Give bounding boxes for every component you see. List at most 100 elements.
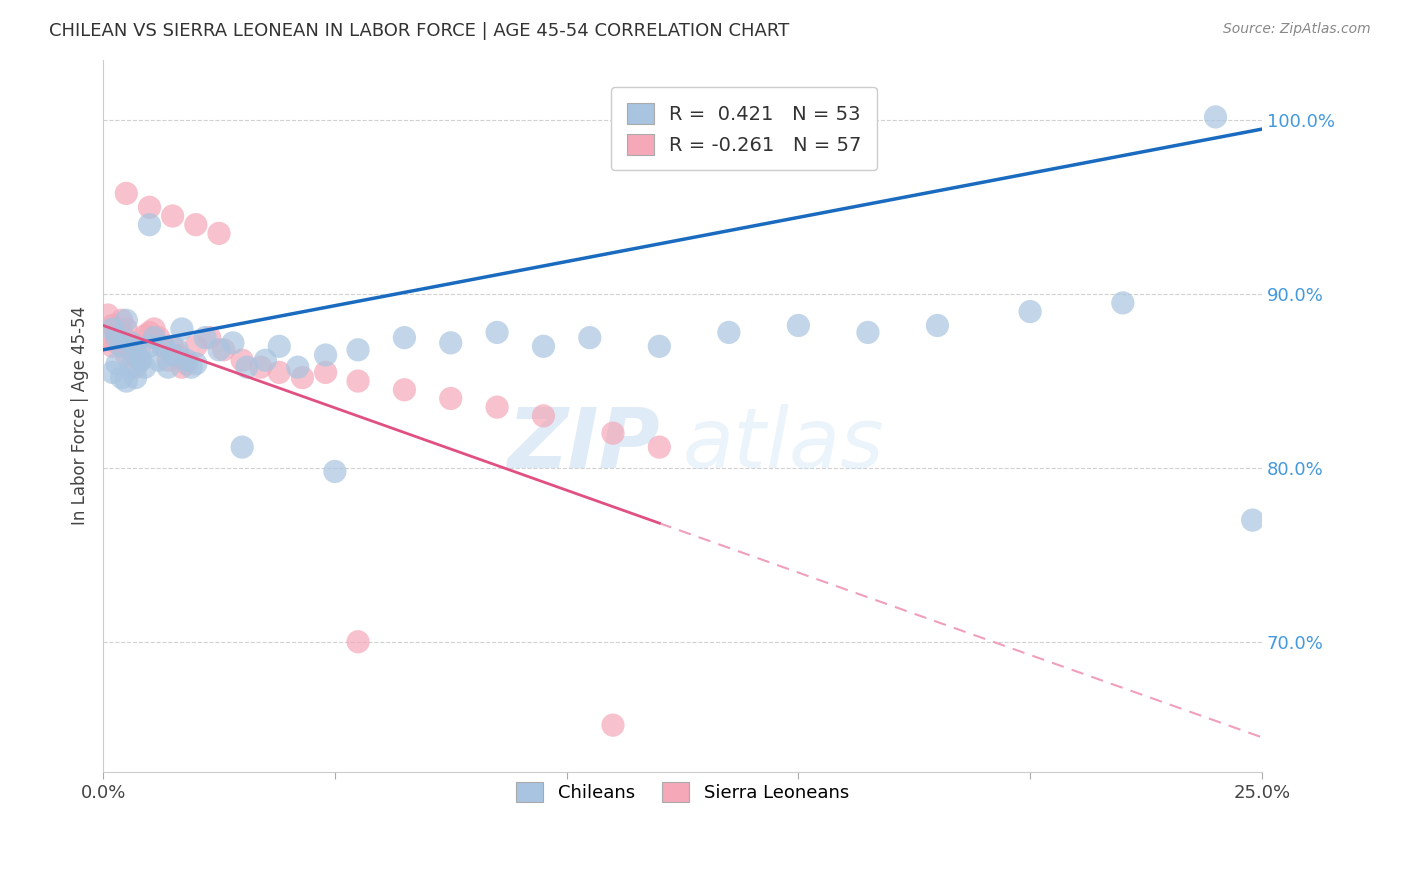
Text: atlas: atlas bbox=[682, 404, 884, 485]
Point bbox=[347, 374, 370, 388]
Point bbox=[927, 318, 949, 333]
Point bbox=[115, 186, 138, 201]
Point bbox=[231, 440, 253, 454]
Point bbox=[138, 200, 160, 214]
Point bbox=[101, 322, 124, 336]
Point bbox=[120, 360, 142, 375]
Point bbox=[254, 353, 277, 368]
Point bbox=[347, 634, 370, 648]
Point bbox=[394, 331, 416, 345]
Point bbox=[1205, 110, 1227, 124]
Point bbox=[124, 343, 146, 357]
Point bbox=[269, 365, 291, 379]
Point bbox=[138, 326, 160, 340]
Point bbox=[120, 335, 142, 350]
Point bbox=[194, 331, 217, 345]
Point bbox=[115, 313, 138, 327]
Point bbox=[105, 331, 128, 345]
Point bbox=[124, 360, 146, 375]
Point bbox=[602, 426, 624, 441]
Point bbox=[129, 339, 152, 353]
Point bbox=[148, 331, 170, 345]
Point bbox=[315, 348, 337, 362]
Point bbox=[533, 339, 555, 353]
Point bbox=[212, 343, 235, 357]
Point bbox=[101, 339, 124, 353]
Point bbox=[180, 360, 202, 375]
Point bbox=[287, 360, 309, 375]
Point bbox=[170, 360, 193, 375]
Text: Source: ZipAtlas.com: Source: ZipAtlas.com bbox=[1223, 22, 1371, 37]
Point bbox=[143, 331, 166, 345]
Point bbox=[208, 227, 231, 241]
Point bbox=[111, 370, 134, 384]
Point bbox=[578, 331, 600, 345]
Point bbox=[111, 313, 134, 327]
Point bbox=[120, 343, 142, 357]
Point bbox=[440, 392, 463, 406]
Point bbox=[115, 348, 138, 362]
Point bbox=[124, 348, 146, 362]
Point bbox=[1112, 296, 1135, 310]
Point bbox=[138, 218, 160, 232]
Point bbox=[440, 335, 463, 350]
Point bbox=[134, 360, 156, 375]
Point bbox=[129, 353, 152, 368]
Point bbox=[115, 374, 138, 388]
Point bbox=[198, 331, 221, 345]
Point bbox=[231, 353, 253, 368]
Point bbox=[1241, 513, 1264, 527]
Point bbox=[602, 718, 624, 732]
Point bbox=[143, 322, 166, 336]
Point bbox=[486, 400, 509, 414]
Point bbox=[152, 339, 174, 353]
Point bbox=[166, 343, 188, 357]
Point bbox=[97, 308, 120, 322]
Point bbox=[176, 353, 198, 368]
Point bbox=[648, 339, 671, 353]
Point bbox=[138, 339, 160, 353]
Point bbox=[129, 353, 152, 368]
Point bbox=[105, 357, 128, 371]
Point bbox=[162, 348, 184, 362]
Point bbox=[184, 218, 207, 232]
Point bbox=[166, 348, 188, 362]
Point bbox=[115, 322, 138, 336]
Point bbox=[170, 322, 193, 336]
Point bbox=[105, 326, 128, 340]
Point bbox=[269, 339, 291, 353]
Point bbox=[120, 335, 142, 350]
Point bbox=[162, 339, 184, 353]
Text: ZIP: ZIP bbox=[506, 404, 659, 485]
Point bbox=[787, 318, 810, 333]
Text: CHILEAN VS SIERRA LEONEAN IN LABOR FORCE | AGE 45-54 CORRELATION CHART: CHILEAN VS SIERRA LEONEAN IN LABOR FORCE… bbox=[49, 22, 789, 40]
Point bbox=[347, 343, 370, 357]
Point bbox=[152, 339, 174, 353]
Point bbox=[111, 339, 134, 353]
Point bbox=[184, 339, 207, 353]
Point bbox=[249, 360, 271, 375]
Point bbox=[184, 357, 207, 371]
Point bbox=[394, 383, 416, 397]
Point bbox=[134, 329, 156, 343]
Point bbox=[315, 365, 337, 379]
Point bbox=[157, 360, 180, 375]
Point bbox=[533, 409, 555, 423]
Point bbox=[648, 440, 671, 454]
Point bbox=[717, 326, 740, 340]
Point bbox=[148, 353, 170, 368]
Point bbox=[291, 370, 314, 384]
Point bbox=[323, 465, 346, 479]
Point bbox=[105, 335, 128, 350]
Point bbox=[101, 318, 124, 333]
Point bbox=[208, 343, 231, 357]
Point bbox=[222, 335, 245, 350]
Legend: Chileans, Sierra Leoneans: Chileans, Sierra Leoneans bbox=[502, 768, 863, 816]
Point bbox=[856, 326, 879, 340]
Point bbox=[97, 331, 120, 345]
Point bbox=[124, 370, 146, 384]
Point bbox=[101, 365, 124, 379]
Point bbox=[176, 357, 198, 371]
Point bbox=[157, 353, 180, 368]
Point bbox=[111, 326, 134, 340]
